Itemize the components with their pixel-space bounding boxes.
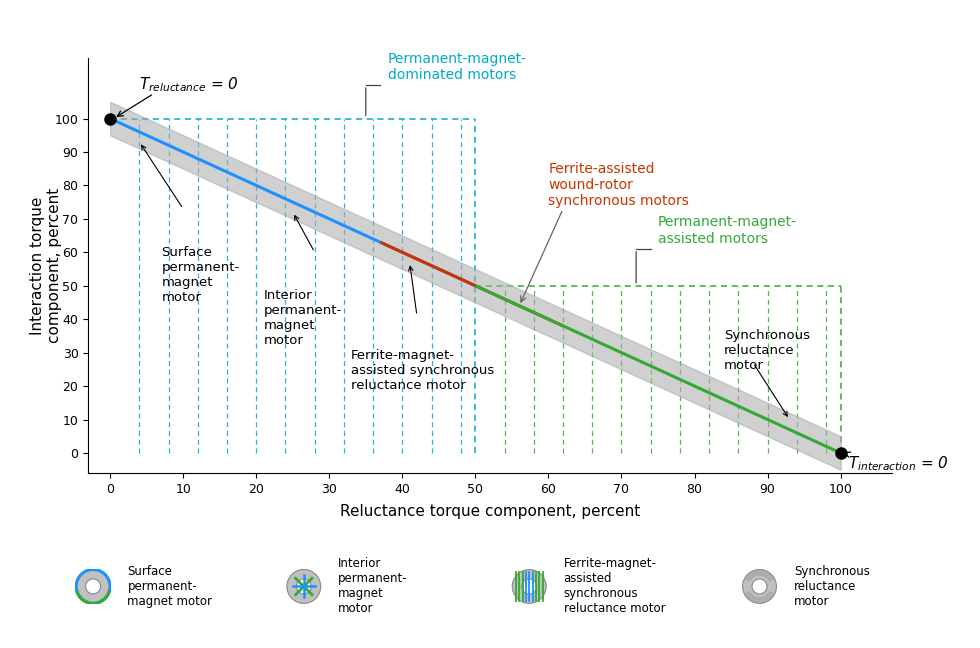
Text: Interior
permanent-
magnet
motor: Interior permanent- magnet motor (338, 557, 408, 616)
Text: $T_{interaction}$ = 0: $T_{interaction}$ = 0 (848, 455, 949, 473)
Text: Surface
permanent-
magnet motor: Surface permanent- magnet motor (127, 565, 213, 608)
Circle shape (521, 579, 537, 594)
Circle shape (743, 570, 776, 603)
Text: Permanent-magnet-
dominated motors: Permanent-magnet- dominated motors (388, 52, 526, 82)
Text: Permanent-magnet-
assisted motors: Permanent-magnet- assisted motors (658, 215, 797, 246)
Text: Synchronous
reluctance
motor: Synchronous reluctance motor (724, 329, 809, 372)
Text: Ferrite-assisted
wound-rotor
synchronous motors: Ferrite-assisted wound-rotor synchronous… (549, 162, 689, 209)
Text: Interior
permanent-
magnet
motor: Interior permanent- magnet motor (264, 289, 342, 347)
Circle shape (513, 570, 546, 603)
Y-axis label: Interaction torque
component, percent: Interaction torque component, percent (30, 188, 63, 343)
Circle shape (76, 570, 110, 603)
Circle shape (752, 579, 767, 594)
X-axis label: Reluctance torque component, percent: Reluctance torque component, percent (340, 504, 640, 519)
Text: Synchronous
reluctance
motor: Synchronous reluctance motor (794, 565, 869, 608)
Circle shape (296, 579, 312, 594)
Text: $T_{reluctance}$ = 0: $T_{reluctance}$ = 0 (139, 76, 239, 95)
Circle shape (287, 570, 320, 603)
Text: Surface
permanent-
magnet
motor: Surface permanent- magnet motor (162, 246, 239, 304)
Text: Ferrite-magnet-
assisted
synchronous
reluctance motor: Ferrite-magnet- assisted synchronous rel… (564, 557, 665, 616)
Circle shape (85, 579, 101, 594)
Text: Ferrite-magnet-
assisted synchronous
reluctance motor: Ferrite-magnet- assisted synchronous rel… (351, 349, 495, 392)
